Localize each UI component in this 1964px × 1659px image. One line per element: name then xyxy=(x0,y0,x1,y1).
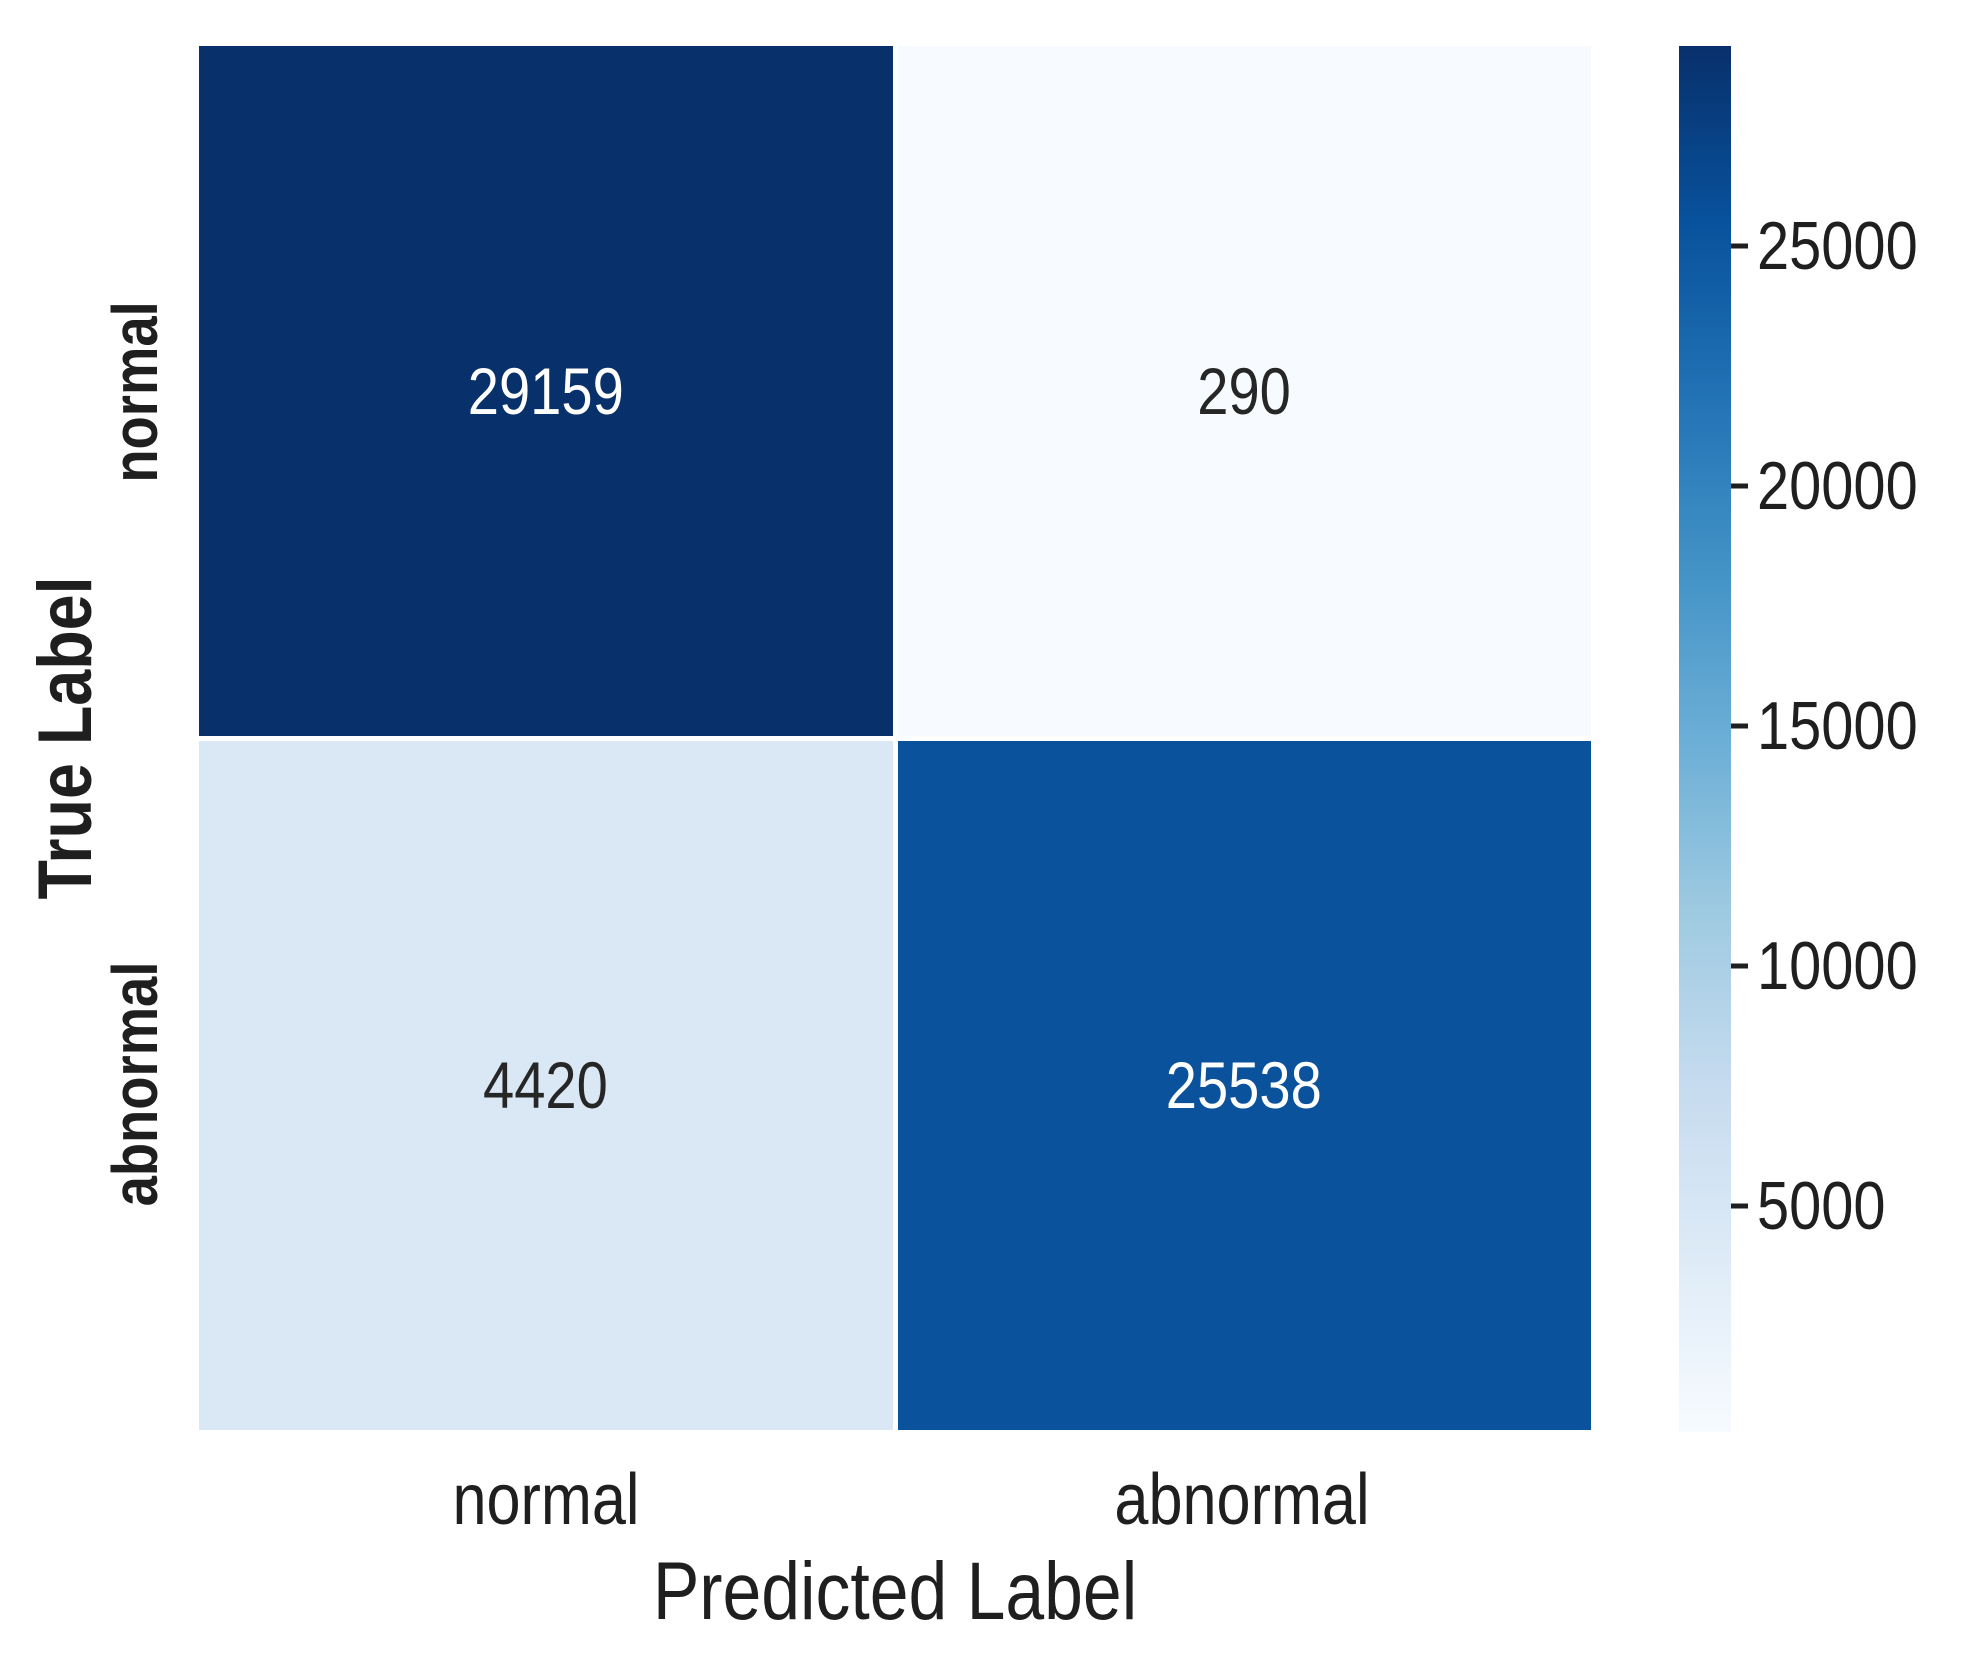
heatmap-cell-true-normal-pred-abnormal: 290 xyxy=(897,46,1591,736)
colorbar-tick-mark xyxy=(1731,483,1748,489)
colorbar xyxy=(1679,46,1731,1432)
colorbar-tick-mark xyxy=(1731,963,1748,969)
colorbar-tick-label: 10000 xyxy=(1757,927,1918,1004)
cell-value: 29159 xyxy=(467,353,624,428)
colorbar-tick-mark xyxy=(1731,1203,1748,1209)
x-tick-label-abnormal: abnormal xyxy=(1114,1460,1370,1540)
colorbar-tick-label: 20000 xyxy=(1757,447,1918,524)
x-tick-label-normal: normal xyxy=(452,1460,640,1540)
cell-value: 25538 xyxy=(1166,1048,1323,1123)
y-tick-label-normal: normal xyxy=(99,301,171,483)
heatmap-cell-true-abnormal-pred-abnormal: 25538 xyxy=(897,740,1591,1430)
heatmap-cell-true-normal-pred-normal: 29159 xyxy=(199,46,893,736)
colorbar-tick-mark xyxy=(1731,243,1748,249)
colorbar-tick-mark xyxy=(1731,723,1748,729)
cell-value: 4420 xyxy=(483,1048,609,1123)
y-tick-label-abnormal: abnormal xyxy=(99,961,171,1207)
heatmap-cell-true-abnormal-pred-normal: 4420 xyxy=(199,740,893,1430)
cell-value: 290 xyxy=(1197,353,1292,428)
colorbar-tick-label: 15000 xyxy=(1757,687,1918,764)
x-axis-label: Predicted Label xyxy=(652,1546,1138,1637)
colorbar-tick-label: 5000 xyxy=(1757,1167,1886,1244)
heatmap-grid: 29159 290 4420 25538 xyxy=(199,46,1591,1430)
colorbar-tick-label: 25000 xyxy=(1757,207,1918,284)
y-axis-label: True Label xyxy=(23,576,108,900)
